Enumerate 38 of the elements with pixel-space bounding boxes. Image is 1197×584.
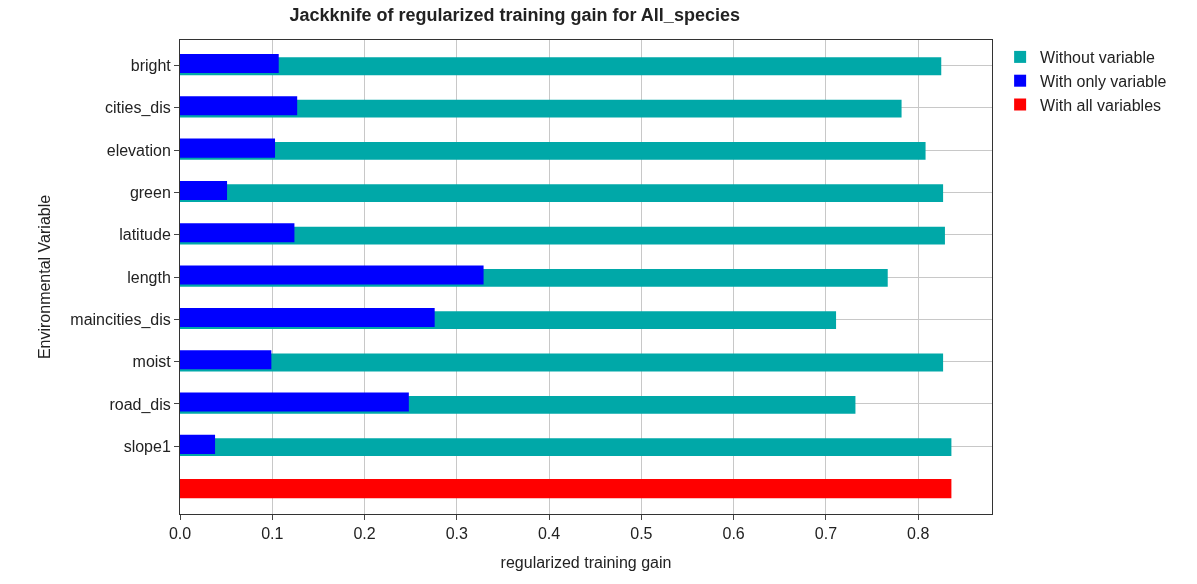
y-tick-label: maincities_dis [70, 310, 171, 329]
x-axis-title: regularized training gain [500, 553, 672, 571]
y-tick-label: latitude [119, 226, 171, 244]
bar [180, 438, 952, 457]
y-tick-label: cities_dis [104, 99, 171, 118]
x-tick-label: 0.4 [537, 525, 561, 543]
chart-title: Jackknife of regularized training gain for All_species [289, 5, 740, 26]
x-tick-label: 0.8 [907, 525, 930, 543]
bar [180, 350, 272, 370]
x-tick-label: 0.3 [445, 525, 469, 543]
x-tick-label: 0.1 [261, 525, 284, 543]
bar [180, 223, 295, 243]
bar [180, 53, 279, 74]
y-tick-label: moist [132, 353, 172, 371]
bar [180, 479, 952, 499]
y-tick-label: bright [130, 56, 172, 74]
y-tick-label: length [127, 268, 171, 286]
bar [180, 138, 276, 158]
bar [180, 96, 298, 116]
legend-label: With only variable [1040, 72, 1167, 90]
bar [180, 265, 484, 285]
x-tick-label: 0.5 [630, 525, 653, 543]
bar [180, 180, 228, 200]
y-axis-title: Environmental Variable [36, 194, 54, 360]
bar [180, 184, 944, 203]
bar [180, 307, 435, 327]
y-tick-label: road_dis [109, 395, 171, 414]
x-tick-label: 0.7 [814, 525, 838, 543]
legend-label: With all variables [1040, 96, 1162, 114]
bar [180, 392, 409, 412]
y-tick-label: green [129, 183, 171, 201]
x-tick-label: 0.6 [722, 525, 745, 543]
legend-label: Without variable [1040, 49, 1155, 67]
bar [180, 434, 216, 454]
y-tick-label: elevation [106, 141, 171, 159]
x-tick-label: 0.2 [353, 525, 376, 543]
x-tick-label: 0.0 [168, 525, 192, 543]
y-tick-label: slope1 [123, 437, 171, 455]
